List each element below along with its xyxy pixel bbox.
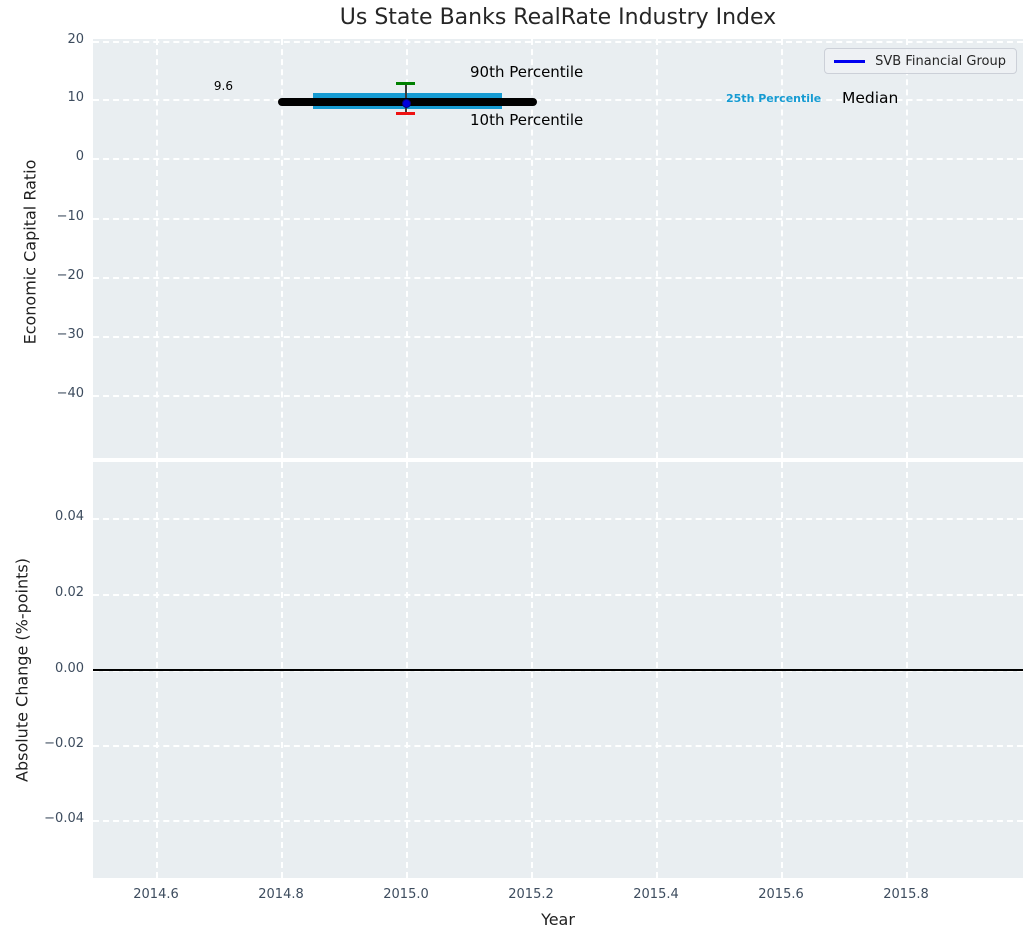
- legend: SVB Financial Group: [824, 48, 1017, 74]
- svb-marker: [402, 99, 411, 108]
- gridline: [281, 39, 283, 458]
- xtick-label: 2015.2: [508, 887, 554, 902]
- xtick-label: 2014.6: [133, 887, 179, 902]
- ytick-label: 20: [67, 32, 84, 47]
- x-axis-label: Year: [541, 910, 575, 929]
- ytick-label: 0: [75, 149, 84, 164]
- gridline: [93, 99, 1023, 101]
- zero-line: [93, 669, 1023, 671]
- gridline: [93, 518, 1023, 520]
- bottom-plot: [93, 462, 1023, 878]
- ytick-label: 10: [67, 90, 84, 105]
- top-plot: 9.6 90th Percentile 10th Percentile 25th…: [93, 39, 1023, 458]
- gridline: [93, 745, 1023, 747]
- gridline: [406, 39, 408, 458]
- ytick-label: −10: [56, 209, 84, 224]
- legend-line-sample: [834, 59, 866, 63]
- ytick-label: −0.02: [44, 736, 84, 751]
- gridline: [781, 39, 783, 458]
- gridline: [93, 395, 1023, 397]
- xtick-label: 2015.0: [383, 887, 429, 902]
- gridline: [93, 670, 1023, 672]
- y-axis-label-top: Economic Capital Ratio: [20, 159, 40, 345]
- chart-title: Us State Banks RealRate Industry Index: [339, 5, 777, 30]
- gridline: [531, 39, 533, 458]
- gridline: [93, 594, 1023, 596]
- annotation-10th-percentile: 10th Percentile: [470, 111, 584, 129]
- annotation-90th-percentile: 90th Percentile: [470, 63, 584, 81]
- gridline: [656, 39, 658, 458]
- gridline: [93, 41, 1023, 43]
- y-axis-label-bottom: Absolute Change (%-points): [12, 558, 32, 782]
- ytick-label: 0.04: [55, 509, 84, 524]
- annotation-median: Median: [842, 89, 899, 107]
- ytick-label: 0.00: [55, 661, 84, 676]
- gridline: [156, 39, 158, 458]
- gridline: [93, 218, 1023, 220]
- p10-cap: [396, 112, 415, 115]
- annotation-25th-percentile: 25th Percentile: [726, 92, 822, 105]
- xtick-label: 2015.4: [633, 887, 679, 902]
- xtick-label: 2015.8: [883, 887, 929, 902]
- legend-label: SVB Financial Group: [875, 53, 1006, 69]
- ytick-label: −40: [56, 386, 84, 401]
- ytick-label: −20: [56, 268, 84, 283]
- ytick-label: −30: [56, 327, 84, 342]
- median-value-label: 9.6: [213, 79, 233, 93]
- ytick-label: 0.02: [55, 585, 84, 600]
- ytick-label: −0.04: [44, 811, 84, 826]
- gridline: [93, 158, 1023, 160]
- gridline: [93, 336, 1023, 338]
- xtick-label: 2014.8: [258, 887, 304, 902]
- xtick-label: 2015.6: [758, 887, 804, 902]
- p90-cap: [396, 82, 415, 85]
- gridline: [906, 39, 908, 458]
- gridline: [93, 277, 1023, 279]
- gridline: [93, 820, 1023, 822]
